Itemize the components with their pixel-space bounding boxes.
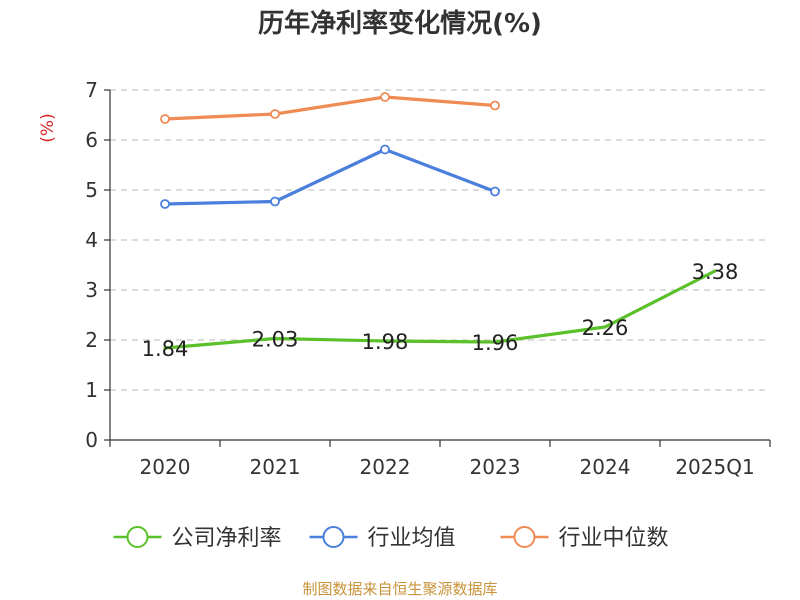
x-tick-label: 2025Q1 — [675, 455, 754, 479]
data-labels: 1.84 2.03 1.98 1.96 2.26 3.38 — [142, 260, 739, 361]
series-point-1[interactable] — [490, 186, 500, 197]
legend-label: 行业均值 — [368, 526, 456, 551]
legend-item-2[interactable]: 行业中位数 — [500, 526, 669, 551]
x-tick-label: 2022 — [360, 455, 411, 479]
data-label: 1.84 — [142, 337, 189, 361]
series-point-1[interactable] — [160, 199, 170, 209]
legend-label: 公司净利率 — [172, 526, 282, 551]
series-point-1[interactable] — [380, 144, 390, 155]
x-tick-label: 2024 — [580, 455, 631, 479]
chart-title: 历年净利率变化情况(%) — [258, 9, 542, 39]
series-line-1 — [163, 147, 497, 206]
y-tick-label: 2 — [85, 328, 98, 352]
legend-item-0[interactable]: 公司净利率 — [113, 526, 282, 551]
y-tick-label: 3 — [85, 278, 98, 302]
series-line-0 — [163, 269, 717, 350]
y-tick-label: 4 — [85, 228, 98, 252]
legend-label: 行业中位数 — [559, 526, 669, 551]
y-axis-label: (%) — [38, 113, 58, 142]
x-tick-label: 2021 — [250, 455, 301, 479]
axes: 0 1 2 3 4 5 6 7 2020 2021 2022 2023 2024 2025Q1 (%) — [38, 78, 771, 479]
series-point-2[interactable] — [490, 100, 500, 111]
y-tick-label: 6 — [85, 128, 98, 152]
series-point-1[interactable] — [270, 196, 280, 207]
data-label: 1.98 — [362, 330, 409, 354]
y-tick-label: 7 — [85, 78, 98, 102]
x-tick-label: 2020 — [140, 455, 191, 479]
y-tick-label: 1 — [85, 378, 98, 402]
legend-swatch-marker — [513, 526, 536, 548]
legend[interactable]: 公司净利率 行业均值 行业中位数 — [113, 526, 669, 551]
data-label: 2.03 — [252, 328, 299, 352]
y-tick-label: 5 — [85, 178, 98, 202]
series-point-2[interactable] — [270, 109, 280, 119]
source-note: 制图数据来自恒生聚源数据库 — [302, 580, 498, 598]
series-point-2[interactable] — [160, 114, 170, 124]
series-line-2 — [163, 95, 497, 121]
series-point-2[interactable] — [380, 92, 390, 102]
x-tick-label: 2023 — [470, 455, 521, 479]
data-label: 3.38 — [692, 260, 739, 284]
series-lines — [160, 92, 717, 350]
legend-swatch-marker — [322, 526, 345, 548]
data-label: 1.96 — [472, 331, 519, 355]
legend-item-1[interactable]: 行业均值 — [309, 526, 456, 551]
y-tick-label: 0 — [85, 428, 98, 452]
legend-swatch-marker — [126, 526, 149, 548]
data-label: 2.26 — [582, 316, 629, 340]
